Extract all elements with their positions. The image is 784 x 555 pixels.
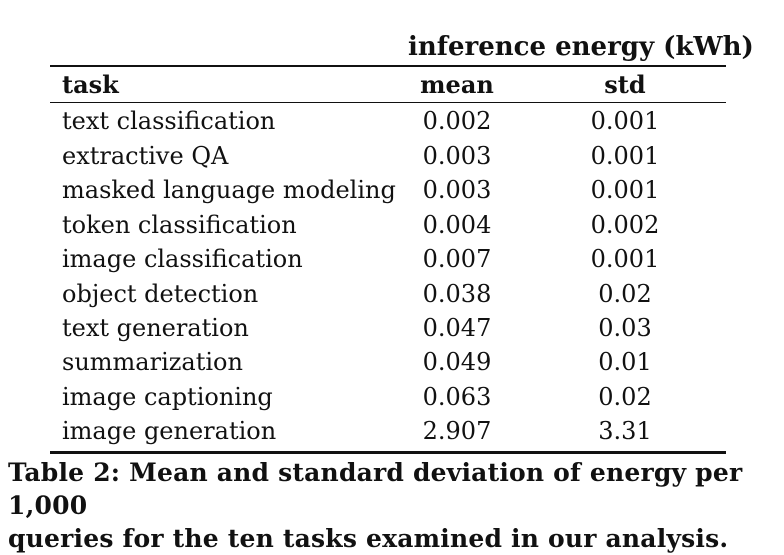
cell-std: 0.02 xyxy=(598,382,652,411)
col-header-task: task xyxy=(62,70,119,99)
table-row: image generation 2.907 3.31 xyxy=(50,414,738,448)
cell-mean: 0.047 xyxy=(422,314,492,343)
cell-task: text generation xyxy=(62,314,249,343)
cell-task: extractive QA xyxy=(62,142,229,170)
cell-task: image classification xyxy=(62,245,303,274)
cell-std: 0.002 xyxy=(590,210,660,239)
cell-std: 0.001 xyxy=(590,142,660,170)
cell-std: 0.001 xyxy=(590,107,660,135)
group-header: inference energy (kWh) xyxy=(408,32,754,62)
cell-mean: 0.002 xyxy=(422,107,492,135)
cell-task: summarization xyxy=(62,348,243,377)
cell-std: 0.001 xyxy=(590,245,660,274)
col-header-std: std xyxy=(604,70,646,99)
table-row: image classification 0.007 0.001 xyxy=(50,242,738,276)
col-header-mean: mean xyxy=(420,70,494,99)
caption-line-1: Table 2: Mean and standard deviation of … xyxy=(8,458,743,520)
cell-mean: 0.003 xyxy=(422,176,492,205)
table-row: text classification 0.002 0.001 xyxy=(50,103,738,139)
cell-task: token classification xyxy=(62,210,297,239)
cell-std: 0.001 xyxy=(590,176,660,205)
cell-task: text classification xyxy=(62,107,276,135)
cell-task: object detection xyxy=(62,279,259,308)
cell-task: image generation xyxy=(62,417,277,446)
table-caption: Table 2: Mean and standard deviation of … xyxy=(8,456,778,555)
header-rule xyxy=(50,102,726,104)
cell-std: 0.02 xyxy=(598,279,652,308)
table-row: object detection 0.038 0.02 xyxy=(50,277,738,311)
cell-mean: 0.004 xyxy=(422,210,492,239)
table-row: summarization 0.049 0.01 xyxy=(50,345,738,379)
cell-task: image captioning xyxy=(62,382,273,411)
cell-mean: 2.907 xyxy=(422,417,492,446)
cell-mean: 0.007 xyxy=(422,245,492,274)
table-row: extractive QA 0.003 0.001 xyxy=(50,139,738,173)
cell-std: 0.03 xyxy=(598,314,652,343)
bottom-rule xyxy=(50,451,726,454)
table-row: masked language modeling 0.003 0.001 xyxy=(50,173,738,207)
energy-table: task mean std text classification 0.002 … xyxy=(50,67,738,449)
cell-task: masked language modeling xyxy=(62,176,396,205)
cell-mean: 0.049 xyxy=(422,348,492,377)
table-row: text generation 0.047 0.03 xyxy=(50,311,738,345)
cell-std: 0.01 xyxy=(598,348,652,377)
cell-mean: 0.038 xyxy=(422,279,492,308)
top-rule xyxy=(50,65,726,67)
cell-std: 3.31 xyxy=(598,417,652,446)
cell-mean: 0.003 xyxy=(422,142,492,170)
table-row: image captioning 0.063 0.02 xyxy=(50,380,738,414)
table-figure: inference energy (kWh) task mean std tex… xyxy=(8,32,754,553)
table-row: token classification 0.004 0.002 xyxy=(50,208,738,242)
cell-mean: 0.063 xyxy=(422,382,492,411)
table-body: text classification 0.002 0.001 extracti… xyxy=(50,103,738,449)
header-row: task mean std xyxy=(50,67,738,103)
